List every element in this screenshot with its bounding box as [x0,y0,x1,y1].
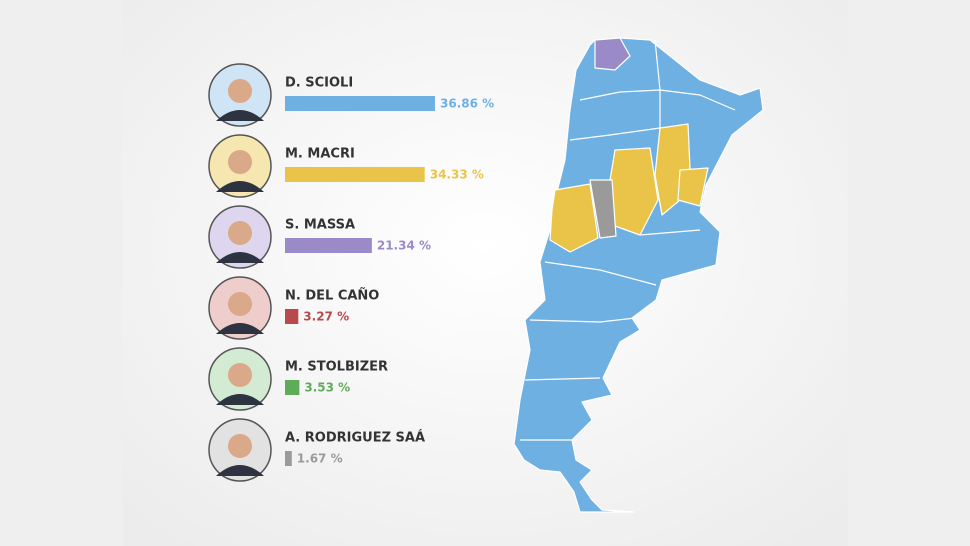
candidate-photo [208,63,272,127]
photo-face [228,79,252,103]
map-border [524,377,601,381]
candidate-name: S. MASSA [285,218,355,233]
map-region [549,183,599,253]
bar [285,96,436,111]
candidate-name: M. MACRI [285,147,355,162]
map-region [589,179,617,239]
candidate-photo [208,276,272,340]
photo-body [216,110,264,121]
candidate-name: M. STOLBIZER [285,360,388,375]
map-country [513,37,764,513]
photo-body [216,252,264,263]
bar [285,238,372,253]
value-label: 3.27 % [303,310,349,324]
bar [285,167,425,182]
photo-face [228,363,252,387]
map-border [529,317,636,323]
photo-face [228,150,252,174]
value-label: 3.53 % [304,381,350,395]
candidate-photo [208,347,272,411]
photo-face [228,292,252,316]
map-border [569,127,661,141]
value-label: 34.33 % [430,168,484,182]
map-border [654,39,661,128]
photo-face [228,221,252,245]
candidate-name: N. DEL CAÑO [285,288,379,304]
bar-list: D. SCIOLI 36.86 % M. MACRI 34.33 % S. MASSA 2… [208,63,494,482]
map-border [544,261,657,286]
candidate-photo [208,134,272,198]
map [513,37,764,513]
photo-body [216,323,264,334]
photo-face [228,434,252,458]
candidate-photo [208,418,272,482]
candidate-name: A. RODRIGUEZ SAÁ [285,430,425,446]
candidate-name: D. SCIOLI [285,76,353,91]
bar [285,309,299,324]
map-border [639,229,701,236]
value-label: 1.67 % [297,452,343,466]
photo-body [216,181,264,192]
photo-body [216,394,264,405]
value-label: 21.34 % [377,239,431,253]
map-region [677,167,709,207]
photo-body [216,465,264,476]
candidate-photo [208,205,272,269]
bar [285,380,300,395]
map-region [594,37,631,71]
value-label: 36.86 % [440,97,494,111]
bar [285,451,292,466]
